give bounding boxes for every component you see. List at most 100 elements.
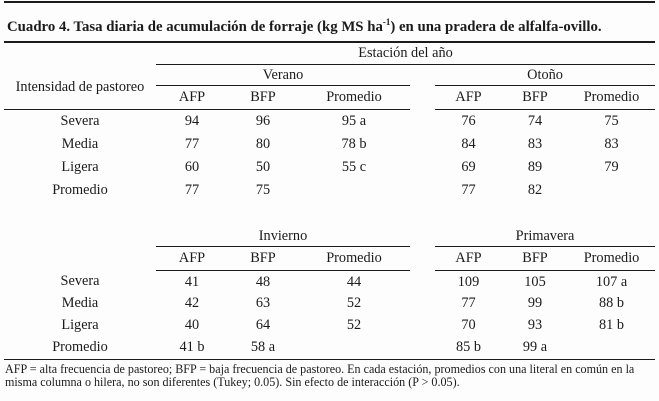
data-cell: 77 bbox=[184, 135, 200, 152]
col-header-promedio: Promedio bbox=[298, 85, 410, 111]
upper-season-table: Intensidad de pastoreo Verano Otoño AFP … bbox=[4, 64, 656, 202]
data-cell: 93 bbox=[527, 317, 543, 334]
data-cell: 50 bbox=[255, 158, 271, 175]
data-cell: 107 a bbox=[595, 273, 628, 290]
table-footnote: AFP = alta frecuencia de pastoreo; BFP =… bbox=[4, 360, 655, 390]
table-bottom-rule bbox=[4, 358, 655, 360]
data-cell: 41 b bbox=[179, 339, 205, 356]
row-label: Media bbox=[61, 135, 99, 152]
col-header-afp: AFP bbox=[156, 85, 228, 111]
data-cell: 80 bbox=[255, 135, 271, 152]
data-cell: 64 bbox=[255, 317, 271, 334]
table-caption: Cuadro 4. Tasa diaria de acumulación de … bbox=[4, 3, 655, 41]
data-cell: 105 bbox=[524, 273, 546, 290]
data-cell: 94 bbox=[184, 113, 200, 130]
data-cell bbox=[298, 337, 410, 359]
row-label: Severa bbox=[60, 113, 100, 130]
data-cell: 83 bbox=[527, 135, 543, 152]
data-cell: 78 b bbox=[341, 135, 367, 152]
section-gap bbox=[4, 202, 655, 226]
col-header-afp: AFP bbox=[156, 246, 228, 272]
table-row: Media 77 80 78 b 84 83 83 bbox=[4, 133, 655, 156]
data-cell: 89 bbox=[527, 158, 543, 175]
data-cell: 95 a bbox=[341, 113, 367, 130]
data-cell: 81 b bbox=[599, 317, 625, 334]
table-row: Promedio 41 b 58 a 85 b 99 a bbox=[4, 337, 655, 359]
data-cell: 99 bbox=[527, 295, 543, 312]
col-header-bfp: BFP bbox=[502, 246, 569, 272]
col-header-bfp: BFP bbox=[228, 85, 298, 111]
data-cell: 74 bbox=[527, 113, 543, 130]
caption-tail: ) en una pradera de alfalfa-ovillo. bbox=[390, 18, 602, 35]
caption-superscript: -1 bbox=[382, 17, 391, 27]
data-cell: 52 bbox=[346, 317, 362, 334]
data-cell: 52 bbox=[346, 295, 362, 312]
data-cell: 48 bbox=[255, 273, 271, 290]
season-header-row: Intensidad de pastoreo Verano Otoño bbox=[4, 64, 656, 111]
data-cell: 75 bbox=[255, 181, 271, 198]
season-header-otono: Otoño bbox=[435, 64, 656, 87]
table-row: Severa 41 48 44 109 105 107 a bbox=[4, 271, 655, 293]
data-cell: 76 bbox=[461, 113, 476, 130]
table-top-rule bbox=[4, 1, 655, 3]
season-axis-header: Estación del año bbox=[156, 43, 655, 65]
column-gap bbox=[410, 293, 435, 315]
table-row: Severa 94 96 95 a 76 74 75 bbox=[4, 110, 655, 133]
row-label: Severa bbox=[60, 273, 100, 290]
column-gap bbox=[410, 110, 435, 133]
season-header-verano: Verano bbox=[156, 64, 410, 87]
data-cell: 96 bbox=[255, 113, 271, 130]
subheader-row: AFP BFP Promedio AFP BFP Promedio bbox=[4, 246, 656, 272]
column-gap bbox=[410, 156, 435, 179]
column-gap bbox=[410, 179, 435, 202]
data-cell: 44 bbox=[346, 273, 362, 290]
season-header-invierno: Invierno bbox=[156, 225, 411, 248]
column-gap bbox=[410, 271, 435, 293]
col-header-bfp: BFP bbox=[502, 85, 568, 111]
data-cell: 60 bbox=[184, 158, 200, 175]
data-cell: 88 b bbox=[599, 295, 625, 312]
data-cell bbox=[298, 179, 410, 202]
data-cell: 41 bbox=[184, 273, 200, 290]
footnote-line: misma columna o hilera, no son diferente… bbox=[5, 375, 460, 390]
column-gap bbox=[410, 315, 435, 337]
row-label: Ligera bbox=[61, 317, 99, 334]
row-label: Ligera bbox=[61, 158, 99, 175]
table-row: Media 42 63 52 77 99 88 b bbox=[4, 293, 655, 315]
data-cell: 55 c bbox=[341, 158, 367, 175]
caption-text: Cuadro 4. Tasa diaria de acumulación de … bbox=[7, 18, 383, 35]
table-row: Promedio 77 75 77 82 bbox=[4, 179, 655, 202]
data-cell: 99 a bbox=[522, 339, 548, 356]
col-header-afp: AFP bbox=[435, 85, 502, 111]
column-gap bbox=[410, 226, 435, 271]
column-gap bbox=[410, 65, 435, 110]
data-cell: 82 bbox=[527, 181, 543, 198]
data-cell: 69 bbox=[461, 158, 476, 175]
col-header-bfp: BFP bbox=[228, 246, 298, 272]
subheader-row: AFP BFP Promedio AFP BFP Promedio bbox=[4, 85, 656, 111]
data-cell: 109 bbox=[457, 273, 480, 290]
season-header-row: Invierno Primavera bbox=[4, 225, 656, 248]
data-cell: 58 a bbox=[250, 339, 276, 356]
data-cell: 77 bbox=[461, 181, 476, 198]
data-cell: 42 bbox=[184, 295, 200, 312]
data-cell: 77 bbox=[461, 295, 476, 312]
column-gap bbox=[410, 133, 435, 156]
data-cell: 70 bbox=[461, 317, 476, 334]
data-cell bbox=[568, 179, 655, 202]
row-label: Promedio bbox=[52, 181, 108, 198]
data-cell: 79 bbox=[604, 158, 619, 175]
data-cell bbox=[568, 337, 655, 359]
data-cell: 63 bbox=[255, 295, 271, 312]
row-label: Media bbox=[61, 295, 99, 312]
col-header-promedio: Promedio bbox=[568, 85, 656, 111]
footnote-line: AFP = alta frecuencia de pastoreo; BFP =… bbox=[5, 361, 635, 376]
table-row: Ligera 60 50 55 c 69 89 79 bbox=[4, 156, 655, 179]
data-cell: 40 bbox=[184, 317, 200, 334]
data-cell: 83 bbox=[604, 135, 619, 152]
lower-season-table: Invierno Primavera AFP BFP Promedio AFP … bbox=[4, 225, 656, 359]
column-gap bbox=[410, 337, 435, 359]
data-cell: 75 bbox=[604, 113, 619, 130]
stub-column-header: Intensidad de pastoreo bbox=[4, 64, 156, 111]
data-cell: 85 b bbox=[456, 339, 482, 356]
